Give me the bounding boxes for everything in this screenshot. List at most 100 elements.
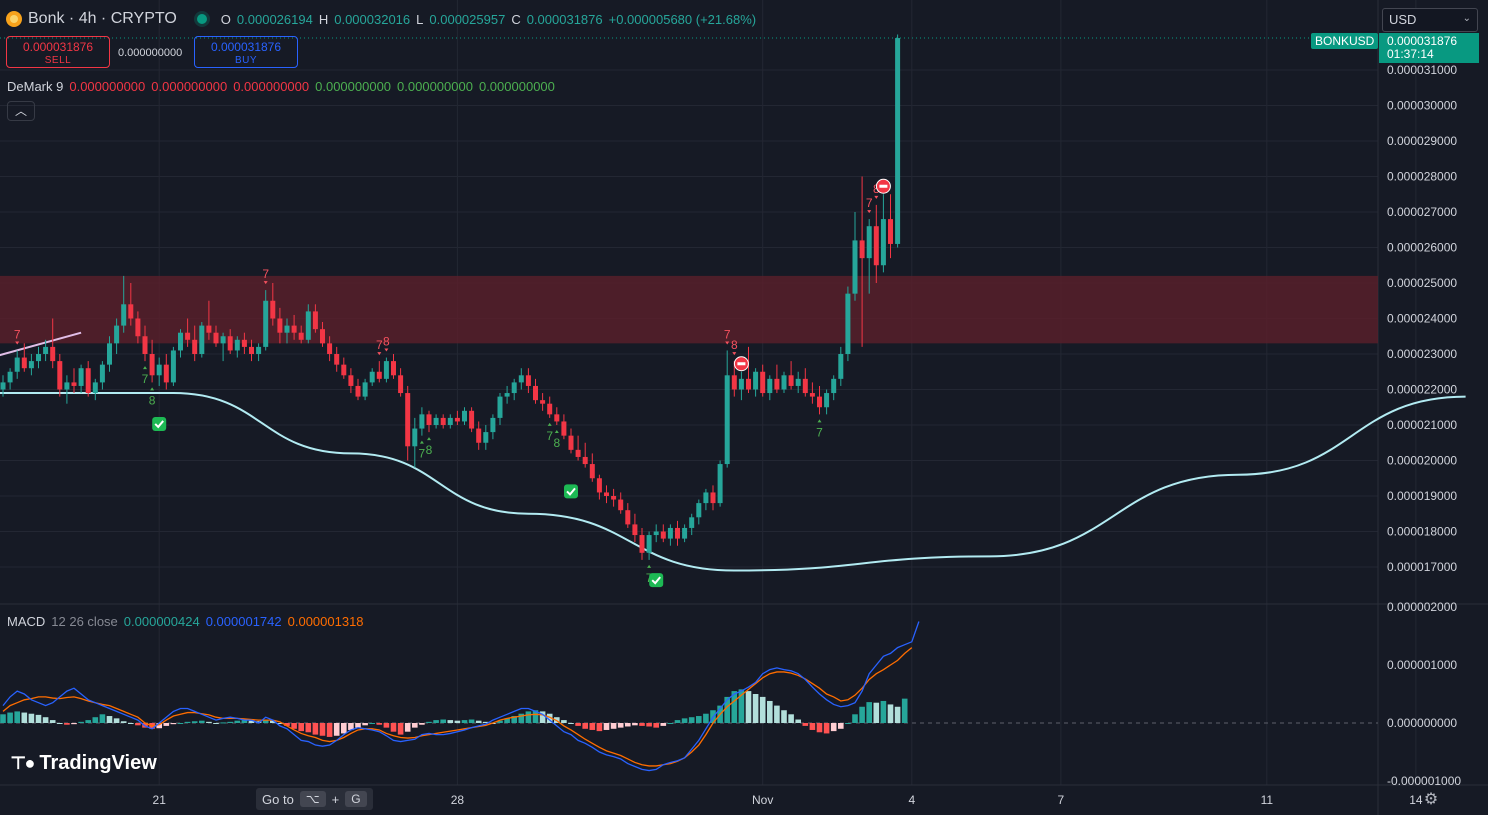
candle-body — [639, 535, 645, 553]
macd-histogram-bar — [220, 722, 226, 724]
chevron-down-icon: ⌄ — [1462, 13, 1471, 24]
candle-body — [689, 517, 695, 528]
sell-button[interactable]: 0.000031876 SELL — [6, 36, 110, 68]
candle-body — [220, 336, 226, 344]
macd-histogram-bar — [57, 723, 63, 724]
demark-marker — [874, 195, 879, 199]
candle-body — [682, 527, 688, 539]
candle-body — [114, 325, 120, 344]
macd-histogram-bar — [99, 714, 106, 723]
candle-body — [547, 403, 553, 415]
macd-name: MACD — [7, 614, 46, 629]
spread-value: 0.000000000 — [118, 47, 183, 59]
macd-histogram-bar — [830, 723, 837, 732]
candle-body — [518, 375, 524, 383]
price-axis-tick-label: 0.000025000 — [1387, 276, 1457, 290]
macd-histogram-bar — [894, 706, 901, 723]
candle-body — [781, 375, 787, 390]
macd-legend[interactable]: MACD 12 26 close 0.000000424 0.000001742… — [7, 614, 364, 629]
time-axis-tick-label: Nov — [752, 793, 773, 807]
macd-histogram-bar — [603, 723, 610, 730]
candle-body — [831, 378, 837, 394]
candle-body — [14, 357, 20, 372]
macd-histogram-bar — [248, 720, 255, 723]
macd-histogram-bar — [546, 713, 553, 723]
macd-signal-line — [2, 647, 913, 767]
market-status-icon[interactable] — [196, 14, 207, 24]
macd-histogram-bar — [319, 723, 326, 736]
candle-body — [447, 417, 453, 425]
macd-histogram-bar — [859, 706, 865, 723]
candle-body — [405, 393, 411, 447]
candle-body — [128, 304, 134, 319]
price-axis-tick-label: 0.000021000 — [1387, 418, 1457, 432]
macd-histogram-bar — [646, 723, 652, 727]
check-mark-icon — [154, 420, 164, 429]
candle-body — [760, 371, 766, 394]
candle-body — [256, 346, 262, 354]
candle-body — [263, 300, 269, 347]
ohlc-low-label: L — [416, 11, 424, 27]
currency-select[interactable]: USD ⌄ — [1382, 8, 1478, 32]
resistance-zone[interactable] — [0, 275, 1378, 344]
candle-body — [391, 361, 396, 376]
demark-marker — [15, 341, 20, 345]
symbol-title[interactable]: Bonk · 4h · CRYPTO — [28, 10, 177, 27]
macd-histogram-bar — [724, 696, 730, 723]
macd-histogram-bar — [781, 710, 787, 723]
macd-histogram-bar — [92, 717, 99, 723]
candle-body — [675, 527, 680, 539]
tradingview-logo[interactable]: ⊤● TradingView — [10, 752, 157, 775]
ohlc-values: O 0.000026194 H 0.000032016 L 0.000025957 C… — [221, 12, 756, 27]
candle-body — [305, 311, 311, 340]
minus-icon — [737, 362, 746, 366]
demark-marker — [263, 281, 268, 285]
macd-histogram-bar — [277, 723, 283, 724]
macd-histogram-bar — [348, 723, 354, 730]
ohlc-low-value: 0.000025957 — [429, 11, 506, 27]
candle-body — [809, 393, 815, 397]
candle-body — [838, 354, 844, 379]
candle-body — [554, 414, 560, 422]
macd-histogram-bar — [419, 723, 425, 725]
macd-histogram-bar — [397, 723, 404, 735]
g-key: G — [345, 791, 367, 807]
ohlc-close-value: 0.000031876 — [526, 11, 603, 27]
price-axis-tick-label: 0.000027000 — [1387, 205, 1457, 219]
candle-body — [71, 382, 77, 386]
candle-body — [788, 375, 794, 386]
candle-body — [192, 339, 198, 354]
candle-body — [163, 364, 169, 383]
candle-body — [92, 382, 98, 394]
arc-drawing[interactable] — [0, 392, 1466, 572]
macd-histogram-bar — [703, 713, 709, 723]
candle-body — [568, 435, 574, 450]
candle-body — [611, 496, 617, 500]
macd-histogram-bar — [823, 723, 830, 734]
candle-body — [738, 378, 744, 390]
candle-body — [589, 464, 595, 479]
settings-gear-icon[interactable]: ⚙ — [1423, 791, 1439, 808]
candle-body — [660, 531, 666, 539]
macd-histogram-bar — [632, 723, 638, 726]
candle-body — [334, 354, 340, 365]
candle-body — [291, 325, 297, 333]
candle-body — [717, 464, 723, 504]
check-mark-icon — [566, 487, 576, 496]
demark-legend[interactable]: DeMark 9 0.000000000 0.000000000 0.00000… — [7, 79, 555, 94]
candle-body — [511, 382, 517, 394]
macd-histogram-bar — [511, 716, 517, 723]
macd-histogram-bar — [447, 720, 454, 723]
macd-histogram-bar — [426, 721, 432, 723]
macd-histogram-bar — [745, 691, 752, 723]
buy-button[interactable]: 0.000031876 BUY — [194, 36, 298, 68]
macd-histogram-bar — [262, 720, 269, 723]
price-axis-tick-label: 0.000018000 — [1387, 525, 1457, 539]
goto-date-button[interactable]: Go to ⌥ + G — [256, 788, 373, 810]
trendline-drawing[interactable] — [0, 331, 82, 390]
macd-histogram-bar — [901, 698, 908, 723]
collapse-indicators-button[interactable]: ︿ — [7, 101, 35, 121]
candle-body — [362, 382, 368, 397]
candle-body — [604, 492, 609, 496]
